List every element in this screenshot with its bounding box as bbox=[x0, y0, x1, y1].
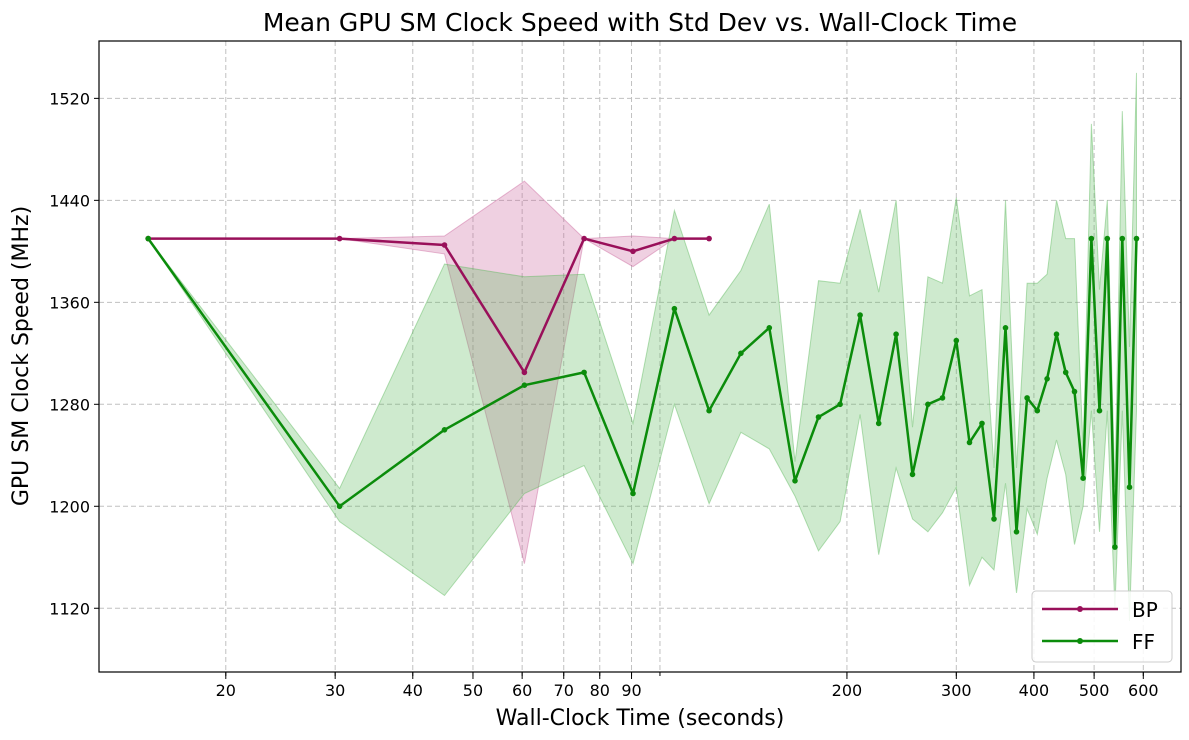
x-gridlines bbox=[225, 41, 1144, 672]
series-line-bp bbox=[148, 237, 710, 374]
data-point-ff bbox=[581, 369, 587, 376]
y-tick-label: 1120 bbox=[49, 599, 90, 618]
data-point-bp bbox=[630, 248, 636, 255]
data-point-ff bbox=[441, 427, 448, 433]
legend-bp-label: BP bbox=[1132, 598, 1158, 622]
y-tick-label: 1280 bbox=[49, 395, 90, 414]
x-axis-label: Wall-Clock Time (seconds) bbox=[496, 706, 785, 731]
data-point-ff bbox=[1088, 235, 1095, 242]
x-tick-label: 200 bbox=[832, 681, 863, 700]
data-point-ff bbox=[815, 414, 822, 420]
data-point-ff bbox=[953, 337, 960, 344]
data-point-ff bbox=[857, 312, 863, 318]
data-point-ff bbox=[1034, 407, 1041, 414]
x-tick-label: 500 bbox=[1079, 681, 1110, 700]
data-point-ff bbox=[1119, 235, 1126, 242]
x-axis-ticks: 20 30 40 50 60 70 80 90 200 300 400 500 600 bbox=[216, 672, 1159, 700]
data-point-ff bbox=[1096, 407, 1103, 414]
data-point-ff bbox=[893, 331, 899, 338]
data-point-ff bbox=[925, 401, 931, 408]
data-point-bp bbox=[441, 242, 448, 248]
data-point-ff bbox=[875, 420, 882, 427]
legend-bp-marker bbox=[1077, 606, 1083, 612]
data-point-ff bbox=[909, 471, 916, 478]
data-point-ff bbox=[1133, 235, 1140, 242]
y-axis-label: GPU SM Clock Speed (MHz) bbox=[9, 206, 34, 506]
x-tick-label: 30 bbox=[325, 681, 345, 700]
y-tick-label: 1440 bbox=[49, 191, 90, 210]
data-point-ff bbox=[1024, 395, 1030, 401]
data-point-ff bbox=[1002, 325, 1009, 331]
data-point-ff bbox=[1053, 331, 1060, 338]
data-point-bp bbox=[336, 235, 343, 242]
data-point-ff bbox=[1112, 544, 1118, 550]
x-tick-label: 20 bbox=[216, 681, 236, 700]
std-band-bp bbox=[148, 180, 710, 564]
x-tick-label: 90 bbox=[621, 681, 641, 700]
y-tick-label: 1520 bbox=[49, 89, 90, 108]
data-point-bp bbox=[521, 369, 528, 376]
x-tick-label: 70 bbox=[554, 681, 574, 700]
data-point-ff bbox=[1104, 235, 1111, 242]
y-tick-label: 1360 bbox=[49, 293, 90, 312]
legend: BP FF bbox=[1031, 590, 1173, 663]
data-point-bp bbox=[706, 235, 712, 242]
series-points bbox=[145, 235, 1140, 550]
data-point-bp bbox=[581, 235, 587, 242]
x-tick-label: 400 bbox=[1019, 681, 1050, 700]
data-point-bp bbox=[671, 235, 678, 242]
data-point-ff bbox=[706, 407, 712, 414]
data-point-ff bbox=[966, 439, 973, 446]
y-axis-ticks: 1120 1200 1280 1360 1440 1520 bbox=[49, 89, 99, 618]
chart-title: Mean GPU SM Clock Speed with Std Dev vs.… bbox=[263, 8, 1017, 37]
y-gridlines bbox=[99, 97, 1181, 609]
data-point-ff bbox=[1013, 529, 1020, 535]
data-point-ff bbox=[991, 516, 997, 522]
x-tick-label: 50 bbox=[463, 681, 483, 700]
data-point-ff bbox=[630, 490, 636, 497]
data-point-ff bbox=[979, 420, 985, 427]
plot-frame bbox=[98, 40, 1182, 673]
data-point-ff bbox=[1126, 484, 1133, 491]
y-tick-label: 1200 bbox=[49, 497, 90, 516]
x-tick-label: 40 bbox=[403, 681, 423, 700]
data-point-ff bbox=[766, 325, 773, 331]
x-tick-label: 600 bbox=[1128, 681, 1159, 700]
legend-ff-label: FF bbox=[1132, 630, 1155, 654]
data-point-ff bbox=[336, 503, 343, 510]
data-point-ff bbox=[792, 478, 798, 484]
data-point-ff bbox=[738, 350, 744, 357]
data-point-ff bbox=[1071, 388, 1078, 395]
x-tick-label: 300 bbox=[941, 681, 972, 700]
data-point-ff bbox=[671, 305, 678, 312]
data-point-ff bbox=[1080, 475, 1086, 482]
data-point-ff bbox=[939, 395, 946, 401]
data-point-ff bbox=[521, 382, 528, 389]
data-point-ff bbox=[1044, 376, 1050, 382]
x-tick-label: 80 bbox=[590, 681, 610, 700]
x-tick-label: 60 bbox=[512, 681, 532, 700]
data-point-ff bbox=[837, 401, 843, 408]
data-point-ff bbox=[145, 235, 151, 242]
data-point-ff bbox=[1062, 369, 1069, 376]
legend-ff-marker bbox=[1077, 638, 1083, 644]
